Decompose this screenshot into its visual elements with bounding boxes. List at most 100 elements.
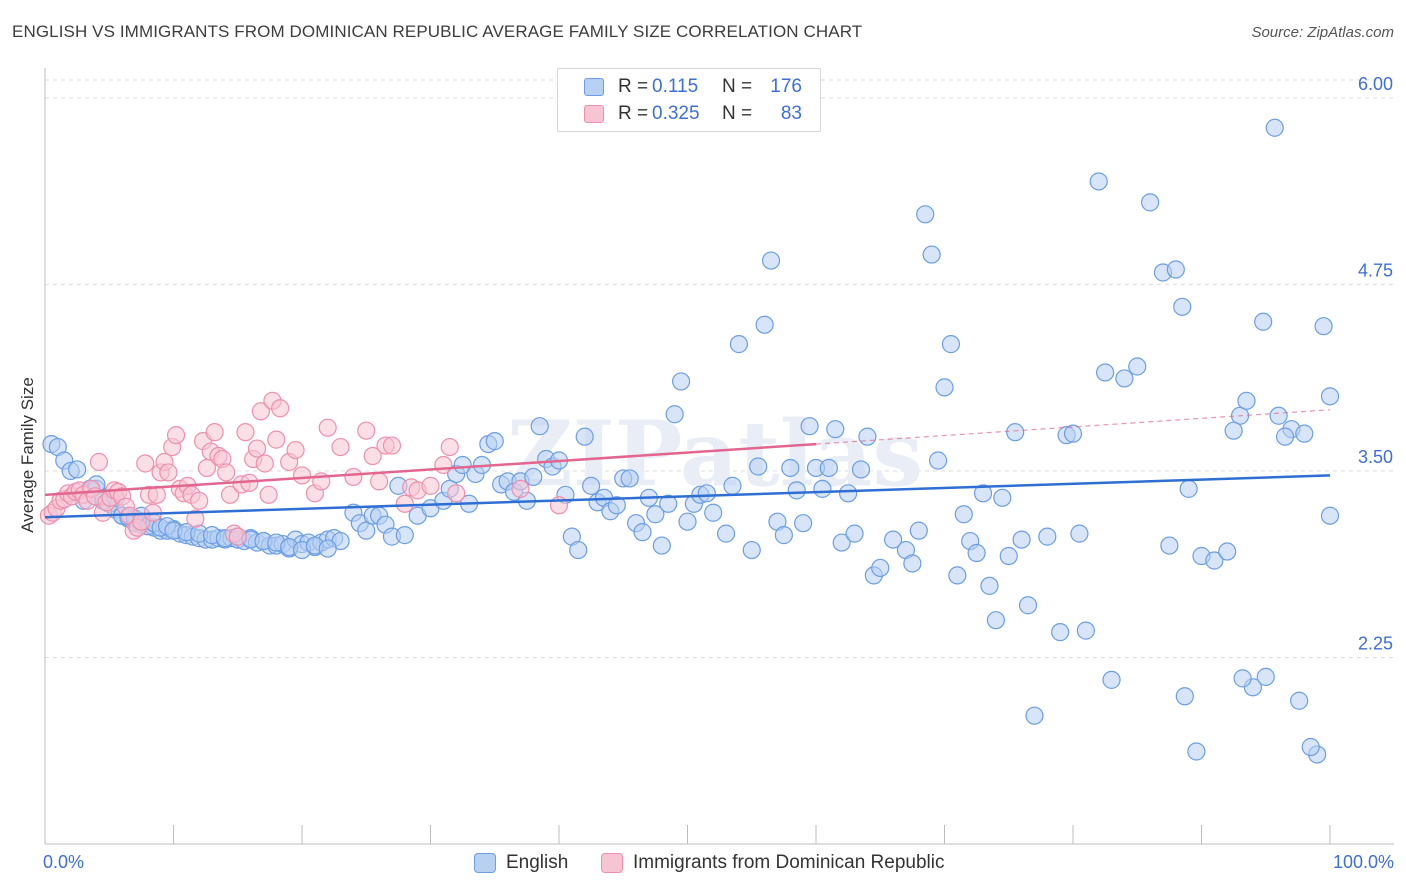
chart-title: ENGLISH VS IMMIGRANTS FROM DOMINICAN REP… [12, 22, 863, 41]
english-trend-line [44, 474, 1331, 519]
dominican-point [136, 454, 155, 473]
dominican-point [395, 494, 414, 513]
english-point [819, 458, 838, 478]
english-point [582, 476, 601, 495]
english-point [871, 558, 890, 578]
correlation-legend: R = 0.115 N = 176 R = 0.325 N = 83 [557, 68, 821, 132]
dominican-n-value: 83 [780, 103, 802, 124]
english-point [646, 505, 665, 524]
english-point [1006, 423, 1025, 442]
english-point [1301, 737, 1320, 757]
y-tick-label: 6.00 [1358, 74, 1393, 94]
english-point [1269, 406, 1288, 425]
english-point [1224, 421, 1243, 440]
english-point [928, 451, 948, 470]
dominican-point [159, 463, 178, 482]
english-point [1128, 357, 1147, 376]
english-point [1275, 427, 1295, 446]
y-axis-label: Average Family Size [18, 377, 37, 533]
english-point [980, 576, 999, 595]
dominican-point [318, 418, 337, 437]
english-point [697, 484, 716, 503]
english-point [916, 205, 935, 224]
y-tick-label: 2.25 [1358, 633, 1393, 653]
english-point [967, 543, 986, 563]
english-point [453, 455, 472, 475]
english-point [659, 494, 678, 513]
english-point [633, 523, 652, 542]
dominican-point [217, 463, 236, 482]
dominican-point [292, 466, 312, 485]
english-point [800, 417, 819, 436]
english-point [1320, 506, 1340, 525]
english-point [1295, 424, 1314, 443]
bottom-legend: English Immigrants from Dominican Republ… [0, 852, 1406, 878]
dominican-point [286, 440, 305, 460]
english-point [1256, 667, 1275, 686]
english-point [954, 505, 973, 524]
english-point [729, 335, 749, 354]
y-tick-labels: 2.25 3.50 4.75 6.00 [1358, 74, 1393, 654]
english-point [1265, 118, 1284, 137]
english-n-value: 176 [770, 76, 802, 97]
english-point [1166, 260, 1185, 279]
dominican-r-value: 0.325 [652, 103, 700, 124]
trend-lines [44, 409, 1331, 519]
dominican-point [363, 446, 382, 466]
dominican-point [247, 439, 267, 458]
english-point [723, 476, 742, 495]
english-point [781, 458, 800, 478]
english-point [1018, 596, 1038, 615]
english-point [749, 457, 768, 476]
english-point [832, 533, 851, 552]
english-point [1205, 551, 1224, 570]
english-point [774, 526, 793, 545]
english-point [1102, 670, 1121, 689]
english-point [1173, 297, 1192, 316]
dominican-trend-extension [815, 409, 1331, 445]
english-point [1063, 424, 1083, 443]
english-point [1096, 363, 1115, 382]
english-point [1237, 391, 1256, 410]
english-point [1160, 536, 1179, 555]
gridlines: ZIPatlas [45, 79, 1394, 658]
dominican-point [220, 485, 240, 504]
dominican-point [440, 437, 459, 457]
english-point [851, 460, 871, 479]
english-point [935, 378, 954, 397]
english-legend-swatch [474, 853, 496, 873]
english-point [1254, 312, 1273, 331]
english-point [883, 530, 903, 549]
english-point [826, 420, 845, 439]
english-point [1089, 172, 1108, 191]
english-point [755, 315, 774, 334]
english-point [1187, 742, 1206, 761]
english-point [761, 251, 781, 270]
english-point [485, 432, 504, 451]
english-point [395, 526, 414, 545]
dominican-point [511, 479, 530, 498]
dominican-point [447, 484, 466, 503]
english-point [569, 540, 588, 560]
english-point [909, 521, 928, 540]
english-point [1290, 691, 1309, 710]
legend-row-english: R = 0.115 N = 176 [584, 75, 802, 99]
dominican-point [271, 399, 290, 418]
source-label: Source: ZipAtlas.com [1251, 24, 1394, 41]
english-point [575, 427, 594, 446]
english-point [1076, 621, 1095, 640]
dominican-r-label: R = [618, 103, 649, 124]
english-point [973, 484, 993, 503]
english-point [620, 469, 639, 488]
english-point [607, 496, 626, 515]
dominican-point [228, 527, 247, 546]
dominican-point [357, 421, 376, 440]
english-point [1320, 387, 1340, 406]
english-point [1314, 317, 1333, 336]
english-swatch [584, 78, 604, 96]
english-point [941, 335, 961, 354]
english-point [787, 481, 806, 500]
dominican-point [190, 491, 209, 510]
english-point [1070, 524, 1089, 543]
